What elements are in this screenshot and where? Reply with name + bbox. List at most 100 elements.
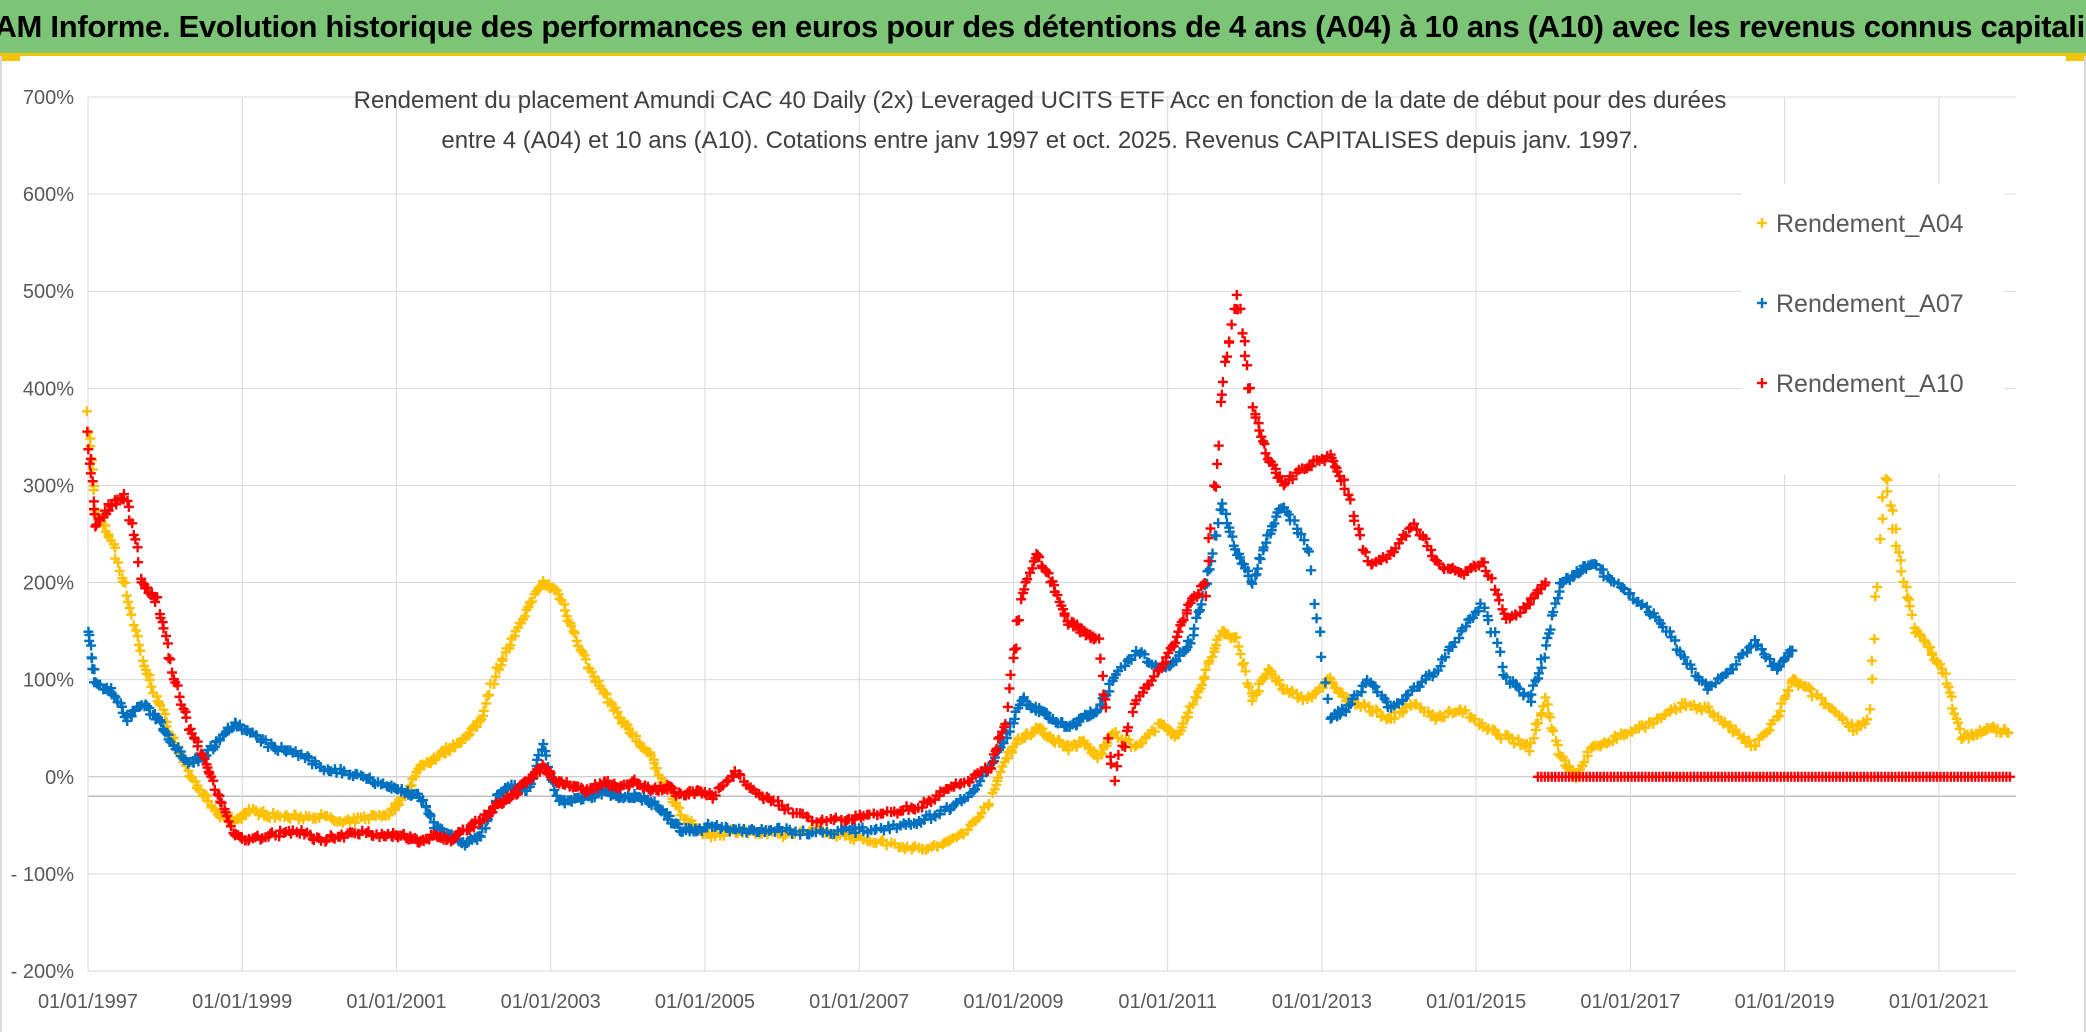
a04-point xyxy=(126,609,137,620)
a10-point xyxy=(1244,383,1255,394)
legend-label: Rendement_A04 xyxy=(1776,210,1964,238)
a04-point xyxy=(135,645,146,656)
a04-point xyxy=(1188,699,1199,710)
a10-point xyxy=(1332,466,1343,477)
a10-point xyxy=(1027,563,1038,574)
a07-point xyxy=(1542,633,1553,644)
a07-point xyxy=(1322,693,1333,704)
a10-point xyxy=(1319,456,1330,467)
a04-point xyxy=(1943,681,1954,692)
a10-point xyxy=(122,495,133,506)
a10-point xyxy=(1256,431,1267,442)
a10-point xyxy=(84,458,95,469)
a07-point xyxy=(251,731,262,742)
a10-point xyxy=(1123,722,1134,733)
a04-point xyxy=(519,611,530,622)
a07-point xyxy=(1554,586,1565,597)
a10-point xyxy=(993,733,1004,744)
a07-point xyxy=(1686,663,1697,674)
x-tick-label: 01/01/2007 xyxy=(809,991,909,1013)
a04-point xyxy=(1940,668,1951,679)
a07-point xyxy=(1255,553,1266,564)
a07-point xyxy=(1536,662,1547,673)
a07-point xyxy=(1269,518,1280,529)
a07-point xyxy=(1670,635,1681,646)
a04-point xyxy=(133,639,144,650)
a04-point xyxy=(1744,735,1755,746)
y-tick-label: - 100% xyxy=(11,864,75,886)
a10-point xyxy=(85,468,96,479)
a10-point xyxy=(1216,389,1227,400)
a07-point xyxy=(532,754,543,765)
a04-point xyxy=(1244,681,1255,692)
a07-point xyxy=(1211,530,1222,541)
a07-point xyxy=(1461,621,1472,632)
a04-point xyxy=(566,621,577,632)
a04-point xyxy=(505,640,516,651)
a04-point xyxy=(1877,492,1888,503)
a04-point xyxy=(1896,566,1907,577)
a10-point xyxy=(225,821,236,832)
a07-point xyxy=(1495,646,1506,657)
a10-point xyxy=(1254,425,1265,436)
a04-point xyxy=(1564,761,1575,772)
a04-point xyxy=(1925,642,1936,653)
a10-point xyxy=(1494,595,1505,606)
a04-point xyxy=(1952,717,1963,728)
x-tick-label: 01/01/2011 xyxy=(1118,991,1217,1013)
a07-point xyxy=(1641,601,1652,612)
a04-point xyxy=(1207,652,1218,663)
a10-point xyxy=(1339,483,1350,494)
a10-point xyxy=(221,810,232,821)
a07-point xyxy=(1227,531,1238,542)
legend-marker xyxy=(1757,298,1767,308)
y-tick-label: 700% xyxy=(23,87,74,109)
a10-point xyxy=(208,775,219,786)
a10-point xyxy=(1239,336,1250,347)
a10-point xyxy=(172,680,183,691)
x-tick-label: 01/01/2013 xyxy=(1272,991,1372,1013)
a10-point xyxy=(735,769,746,780)
a04-point xyxy=(120,577,131,588)
a04-point xyxy=(1579,757,1590,768)
a10-point xyxy=(1120,742,1131,753)
a07-point xyxy=(1568,571,1579,582)
a10-point xyxy=(1172,631,1183,642)
a04-point xyxy=(1750,740,1761,751)
a04-point xyxy=(1869,633,1880,644)
a07-point xyxy=(1526,689,1537,700)
a10-point xyxy=(265,828,276,839)
a04-point xyxy=(1200,664,1211,675)
a10-point xyxy=(146,588,157,599)
a04-point xyxy=(1935,659,1946,670)
a04-point xyxy=(984,799,995,810)
header-banner: ADAM Informe. Evolution historique des p… xyxy=(0,0,2086,56)
a07-point xyxy=(1454,633,1465,644)
a07-point xyxy=(1305,565,1316,576)
a07-point xyxy=(1191,612,1202,623)
a04-point xyxy=(110,542,121,553)
a04-point xyxy=(1882,486,1893,497)
a04-point xyxy=(1372,706,1383,717)
x-tick-label: 01/01/1997 xyxy=(38,991,138,1013)
a10-point xyxy=(1339,474,1350,485)
data-points xyxy=(81,289,2015,855)
a04-point xyxy=(871,838,882,849)
a04-point xyxy=(1149,726,1160,737)
a10-point xyxy=(1034,552,1045,563)
a04-point xyxy=(1898,576,1909,587)
a04-point xyxy=(1331,683,1342,694)
a04-point xyxy=(1885,500,1896,511)
a10-point xyxy=(1022,574,1033,585)
a04-point xyxy=(1902,592,1913,603)
a04-point xyxy=(123,597,134,608)
a04-point xyxy=(497,653,508,664)
a04-point xyxy=(1231,632,1242,643)
a07-point xyxy=(1283,509,1294,520)
x-tick-label: 01/01/2015 xyxy=(1426,991,1526,1013)
a10-point xyxy=(1205,523,1216,534)
a10-point xyxy=(1098,689,1109,700)
a04-point xyxy=(1524,746,1535,757)
a04-point xyxy=(1828,705,1839,716)
